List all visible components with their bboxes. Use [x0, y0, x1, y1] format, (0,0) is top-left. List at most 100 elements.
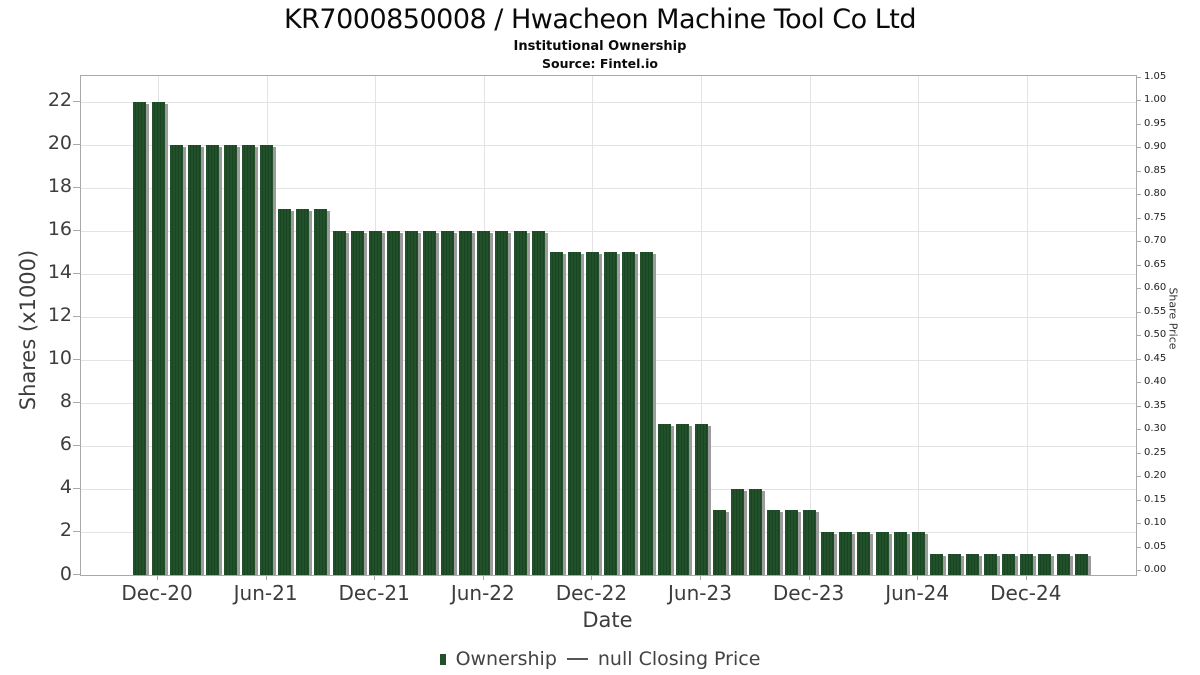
x-axis-tick-label: Dec-21 — [338, 581, 410, 605]
ownership-bar-swatch-icon — [439, 653, 446, 665]
ownership-bar — [803, 510, 820, 575]
ownership-bar — [984, 553, 1001, 575]
ownership-bar — [622, 252, 639, 575]
ownership-bar — [658, 424, 675, 575]
ownership-bar — [1074, 553, 1091, 575]
right-axis-tick-mark — [1137, 147, 1141, 149]
y-axis-tick-label: 8 — [59, 390, 72, 413]
ownership-bar — [223, 144, 240, 575]
gridline-vertical — [701, 76, 702, 575]
y-axis-tick-mark — [73, 574, 80, 575]
ownership-bar — [839, 531, 856, 575]
right-axis-tick-label: 0.90 — [1144, 141, 1167, 153]
right-axis-tick-label: 0.60 — [1144, 282, 1167, 294]
ownership-bar — [151, 101, 168, 575]
right-axis-tick-mark — [1137, 311, 1141, 313]
x-axis-tick-label: Jun-22 — [450, 581, 515, 605]
ownership-bar — [350, 230, 367, 575]
x-axis-tick-mark — [374, 575, 376, 580]
right-axis-tick-mark — [1137, 382, 1141, 384]
y-axis-tick-label: 14 — [47, 261, 72, 284]
ownership-bar — [1056, 553, 1073, 575]
right-axis-tick-mark — [1137, 452, 1141, 454]
gridline-horizontal — [81, 187, 1136, 189]
legend-ownership-label: Ownership — [455, 648, 557, 670]
ownership-bar — [567, 252, 584, 575]
right-axis-tick-label: 0.40 — [1144, 376, 1167, 388]
ownership-bar — [1002, 553, 1019, 575]
right-axis-tick-label: 0.35 — [1144, 399, 1167, 411]
gridline-vertical — [809, 76, 811, 575]
y-axis-label-left: Shares (x1000) — [16, 249, 40, 411]
ownership-bar — [260, 144, 277, 575]
ownership-bar — [531, 230, 548, 575]
y-axis-tick-mark — [73, 487, 80, 489]
ownership-bar — [459, 230, 476, 575]
ownership-bar — [1038, 553, 1055, 575]
chart-subtitle: Institutional Ownership — [513, 39, 687, 55]
right-axis-tick-mark — [1137, 76, 1141, 78]
x-axis-tick-label: Dec-22 — [555, 581, 628, 605]
ownership-bar — [947, 553, 964, 575]
ownership-bar — [296, 209, 313, 575]
y-axis-tick-mark — [73, 530, 80, 532]
ownership-bar — [966, 553, 982, 575]
ownership-bar — [676, 424, 693, 575]
ownership-bar — [821, 531, 838, 575]
y-axis-tick-mark — [73, 143, 80, 145]
ownership-bar — [423, 230, 439, 575]
x-axis-tick-mark — [157, 575, 158, 580]
ownership-bar — [893, 531, 910, 575]
ownership-bar — [242, 144, 258, 575]
right-axis-tick-mark — [1137, 264, 1141, 266]
y-axis-tick-label: 6 — [59, 433, 72, 456]
right-axis-tick-mark — [1137, 100, 1141, 102]
ownership-bar — [549, 252, 566, 575]
right-axis-tick-label: 0.85 — [1144, 164, 1167, 176]
y-axis-tick-mark — [73, 229, 80, 231]
right-axis-tick-label: 0.80 — [1144, 188, 1167, 200]
ownership-bar — [278, 209, 295, 575]
y-axis-tick-mark — [73, 401, 80, 403]
right-axis-tick-label: 0.30 — [1144, 423, 1167, 435]
y-axis-tick-mark — [73, 444, 80, 446]
ownership-bar — [404, 230, 421, 575]
right-axis-tick-mark — [1137, 405, 1141, 407]
ownership-bar — [386, 230, 403, 575]
y-axis-tick-label: 18 — [47, 175, 72, 198]
ownership-bar — [875, 531, 892, 575]
ownership-bar — [314, 209, 331, 575]
x-axis-tick-label: Dec-24 — [990, 581, 1062, 605]
ownership-bar — [694, 424, 711, 575]
x-axis-tick-mark — [1025, 575, 1027, 580]
y-axis-tick-label: 20 — [47, 132, 72, 155]
y-axis-tick-label: 10 — [47, 347, 72, 370]
chart-title: KR7000850008 / Hwacheon Machine Tool Co … — [283, 4, 917, 35]
price-line-marker-icon — [566, 658, 588, 660]
x-axis-tick-mark — [591, 575, 593, 580]
right-axis-tick-label: 0.50 — [1144, 329, 1167, 341]
plot-area — [80, 75, 1137, 576]
y-axis-tick-mark — [73, 358, 80, 360]
gridline-horizontal — [81, 101, 1136, 103]
ownership-bar — [495, 230, 512, 575]
right-axis-tick-mark — [1137, 570, 1141, 571]
gridline-horizontal — [81, 144, 1136, 146]
chart-source: Source: Fintel.io — [542, 56, 658, 72]
right-axis-tick-mark — [1137, 499, 1141, 501]
ownership-bar — [730, 488, 747, 575]
right-axis-tick-mark — [1137, 288, 1141, 290]
right-axis-tick-mark — [1137, 476, 1141, 478]
ownership-bar — [929, 553, 946, 575]
chart-header: KR7000850008 / Hwacheon Machine Tool Co … — [0, 0, 1200, 71]
x-axis-label: Date — [582, 608, 633, 632]
ownership-bar — [441, 230, 458, 575]
right-axis-tick-mark — [1137, 358, 1141, 360]
right-axis-tick-label: 0.20 — [1144, 470, 1167, 482]
x-axis-tick-mark — [482, 575, 484, 580]
right-axis-tick-label: 0.00 — [1144, 564, 1167, 575]
x-axis-tick-mark — [808, 575, 810, 580]
ownership-bar — [766, 510, 783, 575]
ownership-bar — [585, 252, 602, 575]
ownership-bar — [604, 252, 620, 575]
